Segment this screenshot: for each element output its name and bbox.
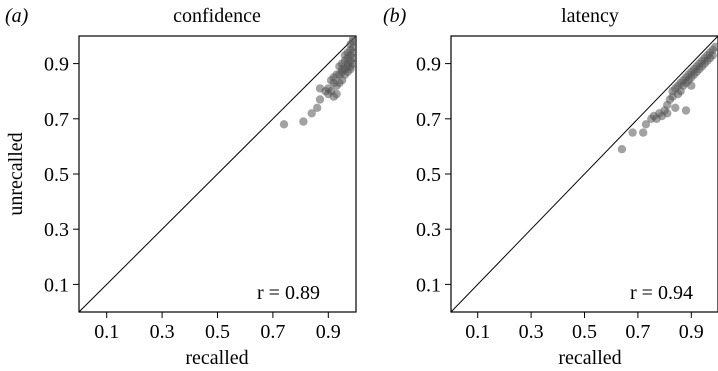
panel-b-data-point xyxy=(628,128,637,137)
panel-a-data-point xyxy=(307,109,316,118)
panel-b: (b) latency 0.1 0.3 0.5 0.7 0.9 0.1 0.3 0.5 0.7… xyxy=(383,5,718,369)
y-tick-label: 0.1 xyxy=(416,274,441,296)
panel-b-y-ticks: 0.1 0.3 0.5 0.7 0.9 xyxy=(416,54,451,296)
panel-a-title: confidence xyxy=(173,5,261,27)
panel-b-data-point xyxy=(641,120,651,129)
panel-a-y-axis-label: unrecalled xyxy=(5,132,27,215)
panel-a-data-point xyxy=(313,103,322,113)
panel-a-data-point xyxy=(340,51,350,60)
x-tick-label: 0.9 xyxy=(316,321,341,343)
y-tick-label: 0.7 xyxy=(44,109,69,131)
x-tick-label: 0.1 xyxy=(94,321,119,343)
panel-a-plot-area xyxy=(79,36,356,312)
panel-a-data-point xyxy=(329,78,338,88)
panel-b-data-point xyxy=(671,103,680,113)
panel-a-data-point xyxy=(332,70,341,79)
panel-b-data-point xyxy=(681,106,691,115)
panel-a-data-point xyxy=(299,117,308,126)
x-tick-label: 0.5 xyxy=(205,321,230,343)
panel-b-data-point xyxy=(687,81,696,90)
panel-b-plot-area xyxy=(451,36,718,312)
y-tick-label: 0.1 xyxy=(44,274,69,296)
x-tick-label: 0.3 xyxy=(150,321,175,343)
y-tick-label: 0.9 xyxy=(416,54,441,76)
panel-b-correlation-annotation: r = 0.94 xyxy=(630,282,693,304)
panel-a: (a) confidence 0.1 0.3 0.5 0.7 0.9 0.1 0.3 0.5… xyxy=(5,5,357,369)
panel-a-y-ticks: 0.1 0.3 0.5 0.7 0.9 xyxy=(44,54,79,296)
panel-b-label: (b) xyxy=(383,5,407,27)
panel-a-correlation-annotation: r = 0.89 xyxy=(257,282,320,304)
panel-a-identity-line xyxy=(79,36,356,312)
y-tick-label: 0.5 xyxy=(416,164,441,186)
y-tick-label: 0.5 xyxy=(44,164,69,186)
x-tick-label: 0.9 xyxy=(679,321,704,343)
panel-a-data-point xyxy=(332,89,341,99)
panel-b-data-point xyxy=(639,128,648,137)
panel-b-data-point xyxy=(663,109,672,118)
panel-a-data-point xyxy=(346,64,355,74)
x-tick-label: 0.7 xyxy=(625,321,650,343)
panel-b-x-axis-label: recalled xyxy=(558,347,621,369)
panel-a-x-axis-label: recalled xyxy=(185,347,248,369)
panel-b-x-ticks: 0.1 0.3 0.5 0.7 0.9 xyxy=(465,312,704,343)
panel-a-label: (a) xyxy=(5,5,29,27)
y-tick-label: 0.3 xyxy=(44,219,69,241)
panel-b-data-point xyxy=(617,145,627,154)
x-tick-label: 0.1 xyxy=(465,321,490,343)
panel-a-x-ticks: 0.1 0.3 0.5 0.7 0.9 xyxy=(94,312,341,343)
x-tick-label: 0.7 xyxy=(260,321,285,343)
y-tick-label: 0.9 xyxy=(44,54,69,76)
panel-a-data-point xyxy=(349,36,356,43)
panel-a-data-point xyxy=(279,120,289,129)
panel-b-title: latency xyxy=(561,5,619,27)
y-tick-label: 0.7 xyxy=(416,109,441,131)
x-tick-label: 0.3 xyxy=(519,321,544,343)
y-tick-label: 0.3 xyxy=(416,219,441,241)
panel-b-data-point xyxy=(711,42,718,52)
panel-a-data-point xyxy=(315,95,325,104)
x-tick-label: 0.5 xyxy=(572,321,597,343)
panel-b-identity-line xyxy=(451,36,718,312)
